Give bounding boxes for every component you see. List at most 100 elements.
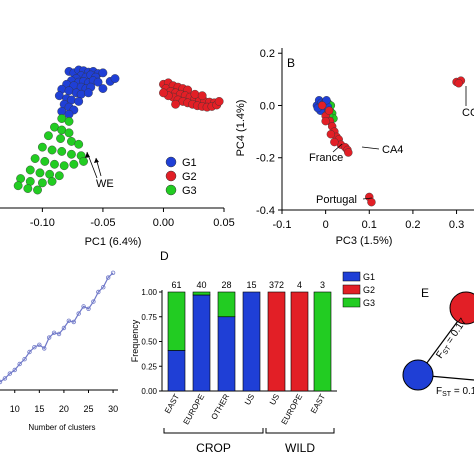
panel-d-group-bracket: [163, 428, 264, 434]
panel-d-legend-label: G2: [363, 285, 375, 295]
panel-a-legend-marker: [165, 170, 177, 182]
panel-b-x-tick-label: 0: [323, 219, 329, 231]
panel-d-bar-g1: [192, 294, 211, 392]
panel-a: -0.10 -0.05 0.00 0.05 PC1 (6.4%) G1 G2 G3 WE: [0, 65, 235, 248]
panel-a-x-tick-label: 0.00: [153, 217, 174, 229]
panel-e-node-g1: [402, 359, 434, 391]
panel-c-point: [22, 357, 27, 362]
panel-a-point-g3: [56, 134, 65, 143]
panel-d: D 0.00 0.25 0.50 0.75 1.00 61 EAST 40 EUROPE 28 O…: [130, 249, 375, 455]
panel-b-point-g2: [321, 116, 330, 126]
panel-b-point-g2: [326, 130, 336, 139]
panel-a-point-g3: [54, 171, 64, 181]
panel-c-point: [71, 319, 76, 325]
panel-a-legend-label: G1: [182, 157, 197, 169]
panel-a-annotation: WE: [85, 151, 114, 190]
panel-a-point-g3: [25, 165, 35, 175]
panel-d-count-label: 61: [171, 280, 181, 290]
panel-a-legend: G1 G2 G3: [165, 156, 197, 197]
panel-c-x-tick-label: 25: [83, 404, 93, 414]
panel-a-point-g3: [23, 184, 33, 193]
panel-d-category-label: OTHER: [209, 392, 231, 421]
panel-c-x-tick-label: 10: [10, 404, 20, 414]
panel-a-point-g3: [13, 181, 23, 191]
panel-b-point-g2: [330, 137, 339, 147]
panel-c-point: [46, 335, 52, 340]
panel-a-x-label: PC1 (6.4%): [85, 236, 142, 248]
panel-c-point: [91, 299, 96, 304]
panel-d-count-label: 4: [297, 280, 302, 290]
panel-d-category-label: US: [243, 393, 256, 407]
panel-d-category-label: US: [268, 393, 281, 407]
panel-a-point-g3: [44, 131, 53, 141]
panel-d-legend-swatch: [342, 271, 361, 282]
panel-a-point-g3: [74, 139, 84, 149]
panel-c-point: [61, 325, 67, 331]
panel-a-arrowhead: [94, 158, 99, 163]
panel-b-point-g2: [454, 79, 463, 88]
panel-a-legend-label: G2: [182, 171, 197, 183]
panel-d-bar-g2: [290, 291, 309, 392]
panel-c-point: [86, 306, 91, 311]
panel-c-point: [76, 311, 81, 316]
panel-a-point-g3: [40, 157, 50, 166]
panel-a-legend-label: G3: [182, 185, 197, 197]
panel-a-point-g3: [67, 149, 76, 159]
panel-a-point-g3: [37, 142, 47, 152]
panel-d-bar-g1: [167, 350, 186, 392]
panel-d-category-label: EUROPE: [182, 393, 207, 427]
panel-d-bar-g3: [217, 291, 236, 318]
panel-a-point-g3: [57, 147, 67, 156]
panel-a-point-g3: [30, 154, 40, 163]
panel-e-label: E: [421, 286, 429, 300]
panel-a-point-g2: [197, 91, 207, 101]
panel-d-category-label: EAST: [309, 392, 327, 415]
panel-d-bar-g3: [167, 291, 186, 351]
panel-d-count-label: 372: [269, 280, 284, 290]
panel-e-fst-bottom: FST = 0.1: [436, 386, 474, 398]
panel-c-point: [7, 371, 13, 376]
panel-b-arrow: [332, 143, 343, 153]
panel-c-point: [32, 345, 37, 350]
panel-d-legend-label: G3: [363, 298, 375, 308]
panel-a-legend-marker: [165, 184, 177, 196]
panel-a-annotation-label: WE: [96, 178, 114, 190]
panel-c-point: [0, 379, 3, 385]
panel-b-point-g2: [324, 106, 334, 115]
panel-c-x-tick-label: 15: [34, 404, 44, 414]
panel-a-point-g3: [64, 128, 74, 138]
panel-c-point: [37, 342, 42, 347]
panel-a-point-g1: [98, 68, 108, 78]
panel-c: 10 15 20 25 30 Number of clusters: [0, 270, 118, 432]
panel-a-point-g3: [37, 178, 47, 188]
panel-d-group-label: CROP: [196, 441, 231, 455]
panel-a-point-g3: [35, 168, 45, 178]
panel-a-point-g3: [59, 161, 69, 171]
panel-d-count-label: 40: [196, 280, 206, 290]
panel-a-point-g2: [214, 97, 224, 106]
panel-e-node-g2: [449, 291, 474, 325]
panel-a-point-g2: [190, 89, 200, 99]
panel-d-y-tick-label: 0.75: [141, 313, 157, 322]
panel-c-point: [12, 367, 17, 373]
panel-b-y-tick-label: -0.2: [256, 153, 275, 165]
panel-d-y-label: Frequency: [130, 319, 140, 362]
panel-a-point-g3: [79, 157, 88, 166]
panel-b-point-g2: [367, 197, 376, 207]
panel-a-point-g3: [50, 159, 59, 169]
panel-d-category-label: EAST: [163, 392, 181, 415]
panel-c-point: [66, 318, 72, 323]
panel-b-arrow: [362, 197, 373, 200]
panel-d-legend-label: G1: [363, 272, 375, 282]
panel-c-series-line: [0, 272, 114, 383]
panel-b-y-tick-label: 0.2: [260, 48, 275, 60]
panel-a-arrowhead: [85, 152, 90, 158]
panel-d-count-label: 3: [320, 280, 325, 290]
panel-c-point: [101, 285, 106, 290]
panel-c-x-tick-label: 30: [108, 404, 118, 414]
panel-d-legend-swatch: [342, 284, 361, 295]
panel-b-arrow: [361, 146, 380, 150]
panel-b-point-g2: [317, 101, 327, 110]
panel-c-point: [96, 289, 101, 295]
